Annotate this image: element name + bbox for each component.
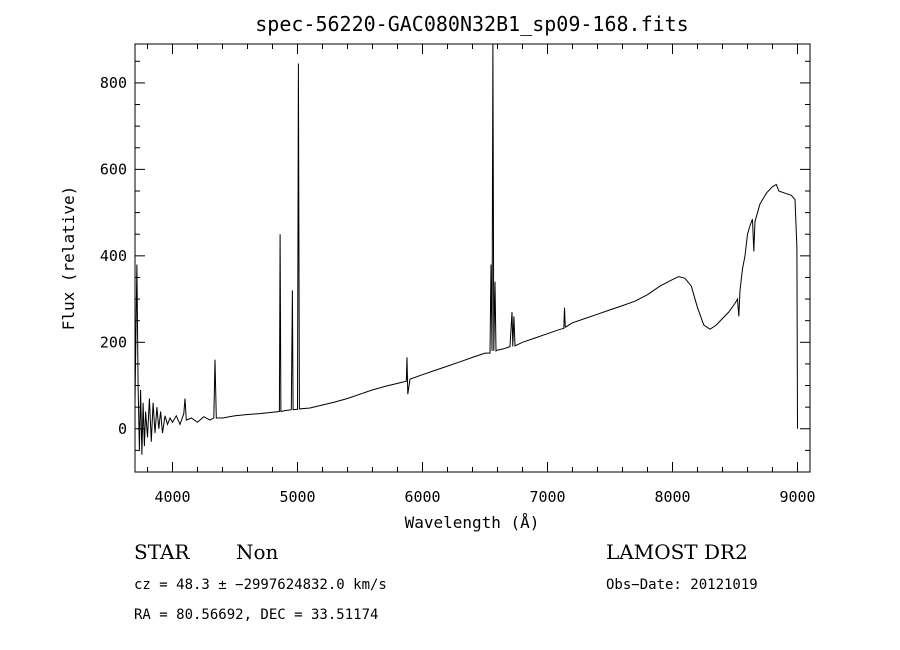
survey-name: LAMOST DR2	[606, 540, 748, 564]
redshift-line: cz = 48.3 ± −2997624832.0 km/s	[134, 577, 387, 593]
x-axis-label: Wavelength (Å)	[405, 513, 540, 532]
x-tick-label: 8000	[654, 488, 690, 506]
x-tick-label: 5000	[279, 488, 315, 506]
axis-ticks	[135, 44, 810, 473]
y-tick-label: 600	[100, 160, 127, 178]
y-tick-label: 800	[100, 74, 127, 92]
observation-date: Obs−Date: 20121019	[606, 577, 758, 593]
x-tick-label: 6000	[404, 488, 440, 506]
object-class: STAR	[134, 540, 190, 564]
object-subclass: Non	[236, 540, 279, 564]
chart-title: spec-56220-GAC080N32B1_sp09-168.fits	[255, 12, 688, 36]
x-tick-label: 9000	[779, 488, 815, 506]
tick-labels: 4000 5000 6000 7000 8000 9000 0 200 400 600 800	[100, 74, 816, 506]
spectrum-series-line	[134, 43, 798, 455]
y-tick-label: 0	[118, 420, 127, 438]
x-tick-label: 7000	[529, 488, 565, 506]
y-axis-label: Flux (relative)	[59, 186, 78, 331]
x-tick-label: 4000	[154, 488, 190, 506]
coordinates-line: RA = 80.56692, DEC = 33.51174	[134, 607, 378, 623]
plot-frame	[134, 43, 811, 473]
y-tick-label: 200	[100, 333, 127, 351]
y-tick-label: 400	[100, 247, 127, 265]
